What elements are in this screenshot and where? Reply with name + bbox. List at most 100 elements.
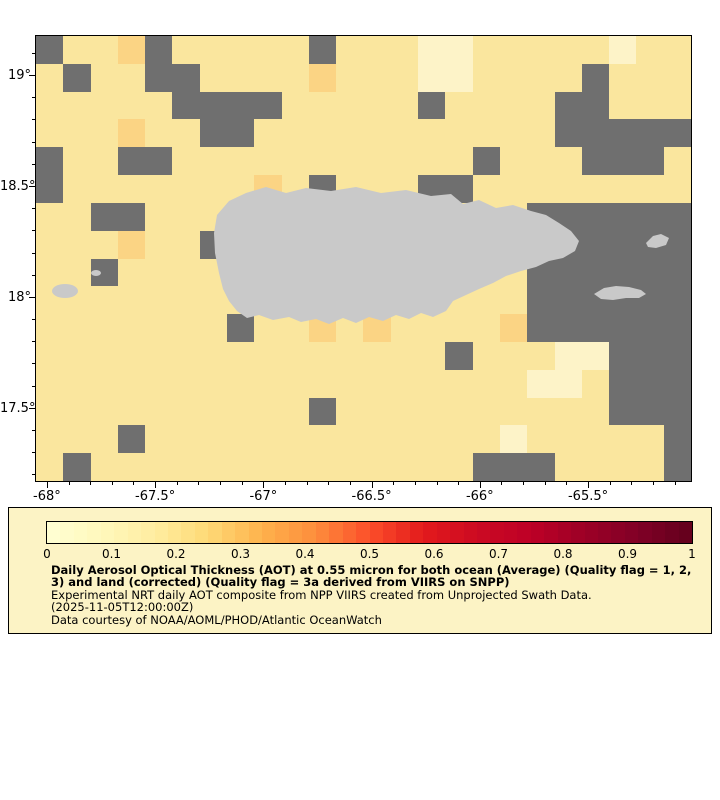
aot-cell <box>499 341 528 370</box>
aot-cell <box>117 314 146 342</box>
no-data-cell <box>663 258 691 287</box>
aot-cell <box>499 314 528 342</box>
y-axis-minor-tick <box>32 274 35 276</box>
aot-cell <box>90 453 118 481</box>
aot-cell <box>336 453 364 481</box>
aot-cell <box>227 369 255 398</box>
aot-cell <box>472 91 500 120</box>
colorbar-tick-label: 1 <box>688 547 696 561</box>
aot-cell <box>117 341 146 370</box>
aot-cell <box>390 425 419 454</box>
x-axis-tick-label: -66° <box>465 489 494 504</box>
aot-cell <box>581 36 610 64</box>
aot-cell <box>336 369 364 398</box>
colorbar-segment <box>503 522 518 543</box>
no-data-cell <box>145 36 173 64</box>
aot-cell <box>363 91 391 120</box>
aot-cell <box>636 175 664 203</box>
aot-cell <box>418 397 446 426</box>
aot-cell <box>445 397 473 426</box>
no-data-cell <box>499 453 528 481</box>
y-axis-minor-tick <box>32 97 35 99</box>
colorbar-segment <box>127 522 142 543</box>
x-axis-minor-tick <box>68 482 70 485</box>
aot-cell <box>527 341 555 370</box>
aot-cell <box>581 425 610 454</box>
aot-cell <box>172 397 200 426</box>
aot-cell <box>90 314 118 342</box>
colorbar-segment <box>356 522 370 543</box>
aot-cell <box>36 425 64 454</box>
aot-cell <box>36 369 64 398</box>
aot-cell <box>445 425 473 454</box>
no-data-cell <box>63 63 91 92</box>
aot-cell <box>172 425 200 454</box>
aot-cell <box>145 202 173 231</box>
colorbar-segment <box>409 522 424 543</box>
aot-cell <box>63 341 91 370</box>
aot-cell <box>308 147 337 176</box>
colorbar-tick-label: 0.8 <box>553 547 573 561</box>
colorbar-segment <box>60 522 74 543</box>
aot-cell <box>609 63 637 92</box>
aot-cell <box>281 425 309 454</box>
colorbar-segment <box>47 522 61 543</box>
colorbar-segment <box>208 522 222 543</box>
x-axis-minor-tick <box>349 482 351 485</box>
aot-cell <box>254 453 282 481</box>
no-data-cell <box>581 258 610 287</box>
aot-cell <box>90 91 118 120</box>
colorbar-segment <box>73 522 88 543</box>
colorbar-segment <box>638 522 652 543</box>
y-axis-minor-tick <box>32 452 35 454</box>
no-data-cell <box>663 453 691 481</box>
aot-cell <box>199 286 228 315</box>
aot-cell <box>36 63 64 92</box>
aot-cell <box>117 230 146 259</box>
aot-cell <box>499 425 528 454</box>
aot-cell <box>227 397 255 426</box>
y-axis-minor-tick <box>32 141 35 143</box>
aot-cell <box>172 175 200 203</box>
colorbar-segment <box>544 522 558 543</box>
colorbar-segment <box>490 522 504 543</box>
colorbar-segment <box>584 522 598 543</box>
no-data-cell <box>663 119 691 148</box>
no-data-cell <box>636 119 664 148</box>
aot-cell <box>227 147 255 176</box>
aot-cell <box>172 119 200 148</box>
aot-cell <box>63 91 91 120</box>
aot-cell <box>90 147 118 176</box>
aot-cell <box>663 91 691 120</box>
aot-cell <box>117 453 146 481</box>
aot-cell <box>63 369 91 398</box>
aot-cell <box>527 36 555 64</box>
y-axis-major-tick <box>29 296 35 298</box>
aot-cell <box>472 36 500 64</box>
aot-cell <box>390 397 419 426</box>
aot-cell <box>636 453 664 481</box>
aot-cell <box>390 36 419 64</box>
x-axis-minor-tick <box>306 482 308 485</box>
no-data-cell <box>581 147 610 176</box>
colorbar-segment <box>678 522 692 543</box>
aot-cell <box>63 230 91 259</box>
aot-cell <box>336 119 364 148</box>
aot-cell <box>445 369 473 398</box>
aot-cell <box>636 91 664 120</box>
no-data-cell <box>199 91 228 120</box>
no-data-cell <box>117 147 146 176</box>
aot-cell <box>63 147 91 176</box>
aot-cell <box>527 119 555 148</box>
colorbar-segment <box>181 522 195 543</box>
aot-cell <box>499 397 528 426</box>
aot-cell <box>90 119 118 148</box>
aot-cell <box>36 91 64 120</box>
no-data-cell <box>636 202 664 231</box>
no-data-cell <box>227 314 255 342</box>
no-data-cell <box>554 258 582 287</box>
aot-cell <box>36 119 64 148</box>
y-axis-minor-tick <box>32 385 35 387</box>
y-axis-minor-tick <box>32 119 35 121</box>
aot-cell <box>363 453 391 481</box>
